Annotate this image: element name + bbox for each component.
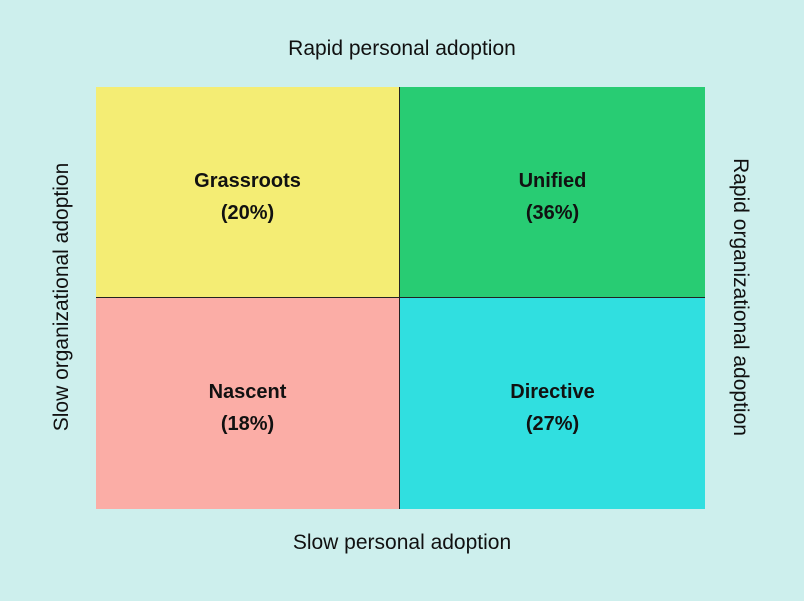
axis-label-bottom: Slow personal adoption bbox=[292, 531, 512, 554]
quadrant-label: Nascent (18%) bbox=[96, 376, 399, 440]
adoption-matrix: Grassroots (20%) Unified (36%) Nascent (… bbox=[96, 87, 705, 509]
quadrant-name: Grassroots bbox=[194, 170, 301, 192]
quadrant-nascent: Nascent (18%) bbox=[96, 298, 400, 509]
quadrant-label: Unified (36%) bbox=[400, 165, 705, 229]
quadrant-label: Directive (27%) bbox=[400, 376, 705, 440]
quadrant-name: Unified bbox=[518, 170, 587, 192]
quadrant-grassroots: Grassroots (20%) bbox=[96, 87, 400, 298]
quadrant-directive: Directive (27%) bbox=[400, 298, 705, 509]
axis-label-right: Rapid organizational adoption bbox=[729, 158, 752, 436]
quadrant-name: Directive bbox=[510, 381, 595, 403]
quadrant-name: Nascent bbox=[208, 381, 287, 403]
axis-label-left: Slow organizational adoption bbox=[50, 162, 73, 432]
quadrant-label: Grassroots (20%) bbox=[96, 165, 399, 229]
quadrant-share: (36%) bbox=[525, 202, 580, 224]
quadrant-share: (18%) bbox=[220, 413, 275, 435]
quadrant-share: (20%) bbox=[220, 202, 275, 224]
quadrant-share: (27%) bbox=[525, 413, 580, 435]
axis-label-top: Rapid personal adoption bbox=[288, 37, 516, 60]
quadrant-unified: Unified (36%) bbox=[400, 87, 705, 298]
